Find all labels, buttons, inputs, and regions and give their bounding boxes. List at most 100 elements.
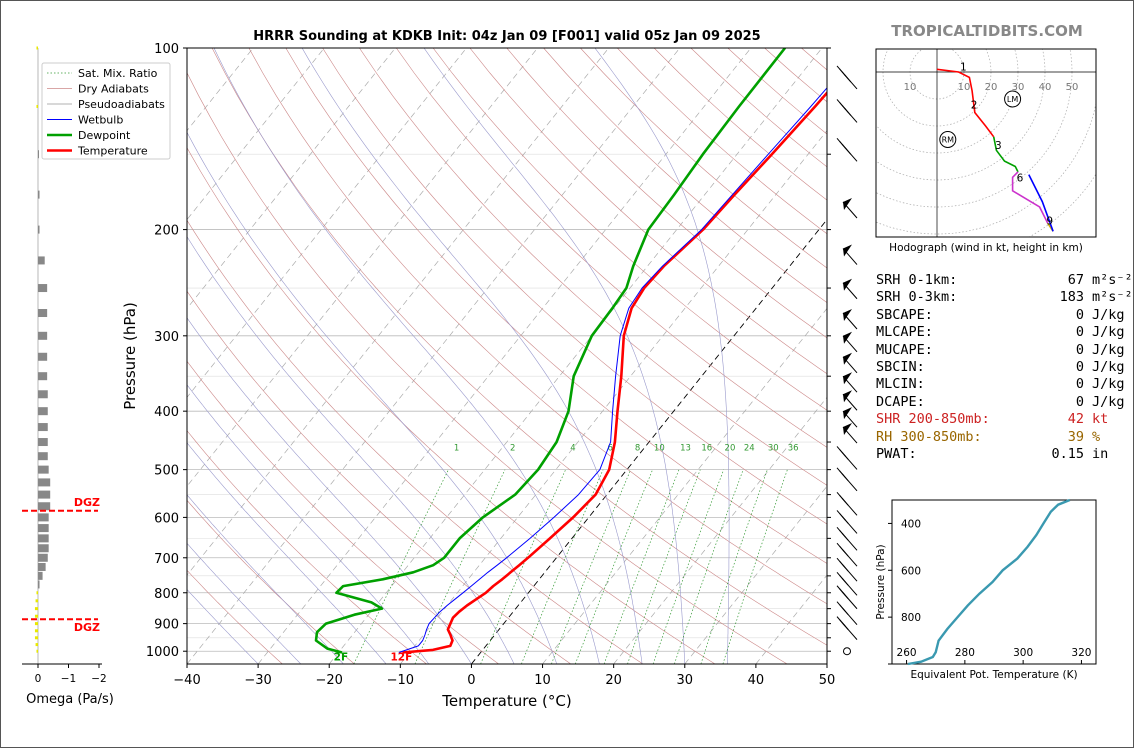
omega-bar <box>38 553 48 562</box>
omega-tick-label: −2 <box>91 673 106 685</box>
stat-label: PWAT: <box>876 446 917 463</box>
y-tick-label: 400 <box>154 405 179 420</box>
skewt-title: HRRR Sounding at KDKB Init: 04z Jan 09 [… <box>253 29 760 44</box>
mixing-ratio-line <box>574 469 653 664</box>
mixing-ratio-label: 2 <box>510 443 515 453</box>
omega-bar <box>38 513 49 522</box>
storm-motion-marker <box>939 131 957 148</box>
legend-entry: Pseudoadiabats <box>78 98 165 111</box>
omega-bar <box>34 614 38 618</box>
mixing-ratio-line <box>480 469 566 664</box>
stat-row: SRH 0-3km: 183 m²s⁻² <box>876 289 1133 306</box>
wind-barb-feather <box>844 147 852 155</box>
omega-bar <box>38 190 40 199</box>
omega-bar <box>38 452 48 461</box>
dry-adiabat-line <box>432 48 827 411</box>
omega-bar <box>38 150 39 159</box>
dry-adiabat-line <box>187 219 644 664</box>
dry-adiabat-line <box>187 290 571 664</box>
wind-barb-feather <box>841 473 849 482</box>
mixing-ratio-line <box>521 469 604 664</box>
stat-value: 183 <box>1059 289 1084 306</box>
stat-label: SHR 200-850mb: <box>876 411 990 428</box>
pseudoadiabat-line <box>187 131 558 664</box>
omega-bar <box>38 571 43 580</box>
omega-bar <box>38 331 48 340</box>
y-tick-label: 900 <box>154 618 179 633</box>
mixing-ratio-label: 30 <box>768 443 779 453</box>
stat-value: 42 <box>1067 411 1084 428</box>
dry-adiabat-line <box>187 430 427 664</box>
skewt-ylabel: Pressure (hPa) <box>121 302 139 410</box>
dry-adiabat-line <box>322 48 827 525</box>
stat-label: SRH 0-1km: <box>876 272 958 288</box>
y-tick-label: 1000 <box>146 645 179 660</box>
omega-bar <box>34 622 38 626</box>
omega-bar <box>38 580 40 589</box>
hodograph-height-label: 6 <box>1017 172 1024 184</box>
stat-row: PWAT: 0.15 in <box>876 446 1133 463</box>
stat-label: MLCIN: <box>876 376 925 393</box>
y-tick-label: 600 <box>154 511 179 526</box>
hodograph-title: Hodograph (wind in kt, height in km) <box>889 242 1083 254</box>
mixing-ratio-line <box>674 469 744 664</box>
omega-bar <box>35 643 38 647</box>
wind-barbs <box>836 65 858 656</box>
omega-bar <box>38 438 48 447</box>
wind-barb-feather <box>841 452 849 460</box>
theta-y-tick-label: 400 <box>901 518 921 530</box>
pseudoadiabat-line <box>213 48 600 664</box>
isotherm-line <box>187 48 681 664</box>
y-tick-label: 300 <box>154 330 179 345</box>
wind-barb-feather <box>841 563 849 572</box>
dry-adiabat-line <box>543 48 827 303</box>
omega-bar <box>38 407 48 416</box>
stat-unit: J/kg <box>1092 376 1125 393</box>
stat-value: 67 <box>1067 272 1084 288</box>
stat-value: 0.15 <box>1051 446 1084 463</box>
x-tick-label: 20 <box>605 673 622 688</box>
isotherm-line <box>187 48 538 487</box>
wind-barb-flag <box>843 423 852 436</box>
stat-row: MLCIN: 0 J/kg <box>876 376 1133 393</box>
stat-unit: J/kg <box>1092 324 1125 341</box>
x-tick-label: 30 <box>677 673 694 688</box>
skewt-xlabel: Temperature (°C) <box>441 692 571 710</box>
wind-barb-feather <box>844 108 852 116</box>
hodograph-panel: 10 10 20 30 40 50 1 2 3 6 9 LM RM Hodograph (wind in… <box>875 48 1097 254</box>
stat-label: DCAPE: <box>876 393 925 410</box>
wind-barb-feather <box>841 622 849 630</box>
mixing-ratio-label: 8 <box>635 443 640 453</box>
theta-x-tick-label: 320 <box>1071 647 1091 659</box>
omega-bar <box>36 591 38 595</box>
y-tick-label: 200 <box>154 224 179 239</box>
isotherm-line <box>613 396 827 664</box>
pseudoadiabat-line <box>301 48 643 664</box>
mixing-ratio-label: 6 <box>608 443 613 453</box>
dry-adiabat-line <box>285 48 827 564</box>
legend-box <box>41 62 171 160</box>
omega-bar <box>38 490 51 499</box>
legend-entry: Sat. Mix. Ratio <box>78 67 158 80</box>
legend: Sat. Mix. Ratio Dry Adiabats Pseudoadiabat… <box>41 62 171 160</box>
stat-unit: J/kg <box>1092 341 1125 358</box>
pseudoadiabat-line <box>187 442 387 664</box>
hodograph-height-label: 9 <box>1046 216 1053 228</box>
storm-motion-label: RM <box>942 136 955 145</box>
dry-adiabat-line <box>187 360 499 664</box>
mixing-ratio-label: 24 <box>744 443 755 453</box>
hodograph-height-label: 3 <box>995 140 1002 152</box>
storm-motion-label: LM <box>1007 95 1018 104</box>
mixing-ratio-line <box>353 469 449 664</box>
hodograph-trace <box>936 68 995 138</box>
x-tick-label: −20 <box>316 673 343 688</box>
wind-barb-flag <box>843 309 852 322</box>
stat-row: SBCAPE: 0 J/kg <box>876 307 1133 324</box>
stat-value: 0 <box>1075 376 1084 393</box>
surface-temperature-label: 12F <box>390 652 412 664</box>
stat-label: MUCAPE: <box>876 341 933 358</box>
stat-row: RH 300-850mb: 39% <box>876 429 1133 446</box>
stat-unit: m²s⁻² <box>1092 289 1133 306</box>
omega-bar <box>35 599 38 603</box>
stat-unit: J/kg <box>1092 393 1125 410</box>
